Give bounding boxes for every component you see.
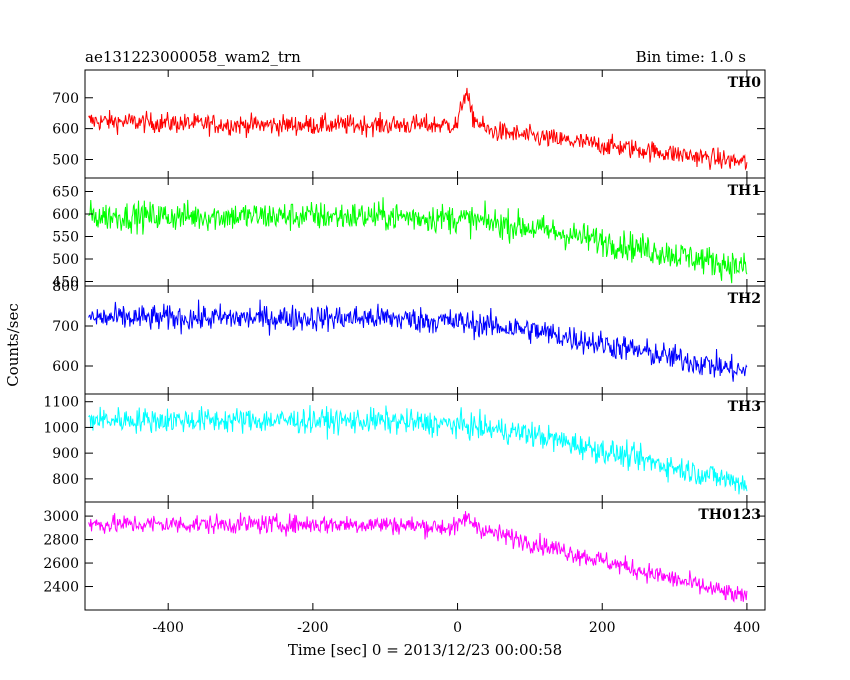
x-tick-label: -200 xyxy=(297,620,328,636)
panel-label-th1: TH1 xyxy=(728,183,761,199)
y-tick-label: 600 xyxy=(52,122,79,138)
panel-label-th0123: TH0123 xyxy=(698,507,761,523)
y-tick-label: 500 xyxy=(52,252,79,268)
x-axis-label: Time [sec] 0 = 2013/12/23 00:00:58 xyxy=(288,641,562,659)
series-line-th3 xyxy=(88,405,748,495)
panel-label-th2: TH2 xyxy=(728,291,761,307)
y-tick-label: 1000 xyxy=(43,420,79,436)
x-tick-label: 400 xyxy=(734,620,761,636)
y-tick-label: 650 xyxy=(52,185,79,201)
x-tick-label: -400 xyxy=(152,620,183,636)
y-tick-label: 3000 xyxy=(43,509,79,525)
y-tick-label: 800 xyxy=(52,279,79,295)
y-tick-label: 700 xyxy=(52,319,79,335)
series-line-th1 xyxy=(88,197,748,284)
y-tick-label: 450 xyxy=(52,275,79,291)
panel-label-th3: TH3 xyxy=(728,399,761,415)
series-line-th2 xyxy=(88,299,748,382)
y-tick-label: 600 xyxy=(52,207,79,223)
y-tick-label: 550 xyxy=(52,230,79,246)
x-tick-label: 0 xyxy=(453,620,462,636)
y-tick-label: 2600 xyxy=(43,556,79,572)
header-bin-time: Bin time: 1.0 s xyxy=(636,48,746,66)
y-tick-label: 500 xyxy=(52,152,79,168)
panel-frame-th0123 xyxy=(84,501,766,611)
y-tick-label: 2400 xyxy=(43,580,79,596)
panel-frame-th2 xyxy=(84,285,766,395)
series-line-th0123 xyxy=(88,511,748,603)
panels-group: 500 600 700 TH0 450 500 550 600 650 TH1 600 700 800 T… xyxy=(43,69,766,636)
panel-frame-th3 xyxy=(84,393,766,503)
y-tick-label: 800 xyxy=(52,472,79,488)
panel-frame-th1 xyxy=(84,177,766,287)
y-tick-label: 1100 xyxy=(43,395,79,411)
y-tick-label: 600 xyxy=(52,359,79,375)
y-tick-label: 700 xyxy=(52,91,79,107)
x-tick-label: 200 xyxy=(589,620,616,636)
panel-label-th0: TH0 xyxy=(728,75,762,91)
y-axis-label: Counts/sec xyxy=(4,303,22,387)
y-tick-label: 900 xyxy=(52,446,79,462)
header-left-title: ae131223000058_wam2_trn xyxy=(85,48,301,66)
series-line-th0 xyxy=(88,87,748,171)
y-tick-label: 2800 xyxy=(43,533,79,549)
